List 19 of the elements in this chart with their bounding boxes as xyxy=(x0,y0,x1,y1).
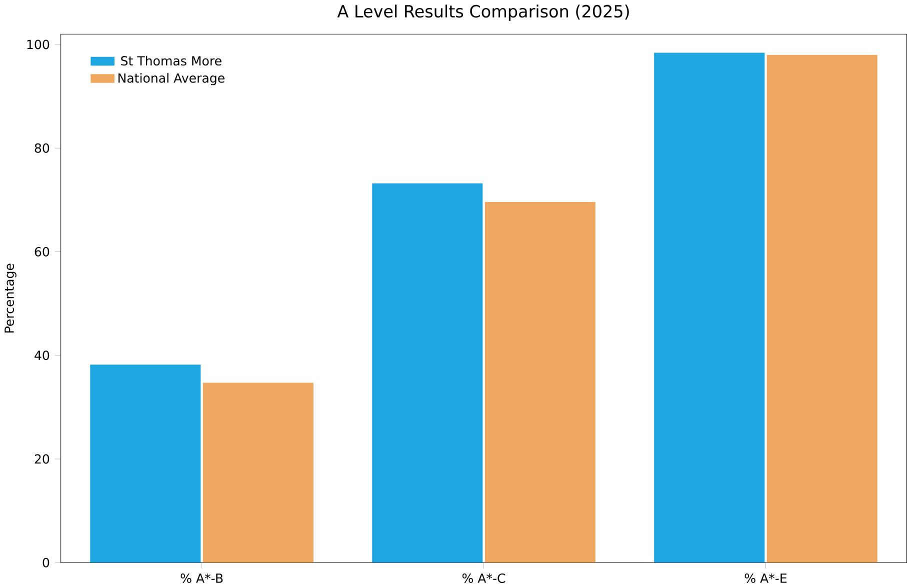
y-tick-label: 0 xyxy=(42,558,50,568)
bar xyxy=(372,184,483,563)
y-tick-label: 80 xyxy=(34,144,50,154)
y-tick-label: 100 xyxy=(27,40,50,50)
y-tick-label: 60 xyxy=(34,247,50,257)
bar xyxy=(202,382,314,563)
chart-title: A Level Results Comparison (2025) xyxy=(337,4,629,22)
x-tick-label: % A*-B xyxy=(180,574,223,584)
y-tick-label: 40 xyxy=(34,350,50,360)
legend-label: National Average xyxy=(118,73,224,86)
bar xyxy=(484,202,596,563)
bar xyxy=(90,364,201,563)
x-tick-label: % A*-C xyxy=(462,574,506,584)
x-tick-label: % A*-E xyxy=(744,574,787,584)
bar xyxy=(654,52,765,563)
bar xyxy=(766,55,878,563)
y-axis-title: Percentage xyxy=(4,264,16,333)
legend-label: St Thomas More xyxy=(121,56,222,66)
y-tick-label: 20 xyxy=(34,454,50,464)
